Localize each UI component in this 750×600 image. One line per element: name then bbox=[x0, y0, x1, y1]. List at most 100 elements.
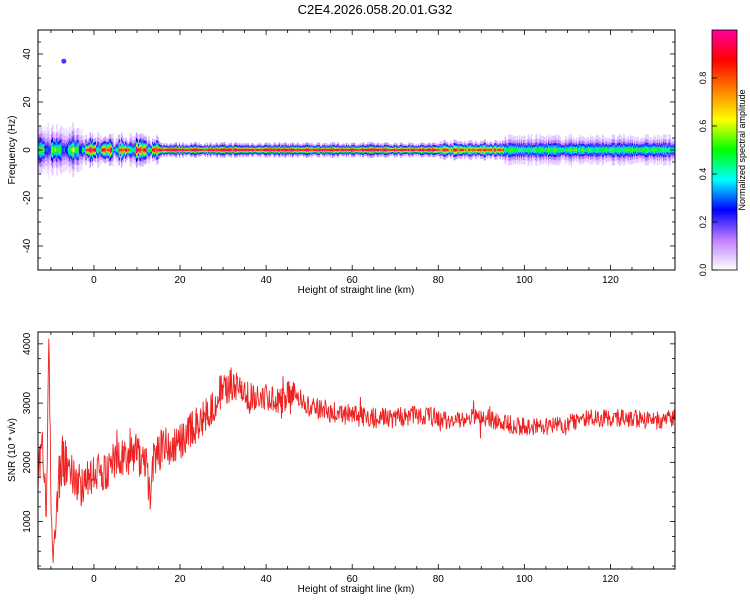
spectrogram-cell bbox=[113, 149, 115, 151]
spectrogram-cell bbox=[243, 149, 245, 151]
spectrogram-cell bbox=[385, 149, 387, 151]
spectrogram-cell bbox=[219, 149, 222, 151]
spectrogram-cell bbox=[421, 149, 423, 151]
spectrogram-cell bbox=[285, 149, 287, 151]
spectrogram-cell bbox=[99, 149, 101, 151]
spectrogram-cell bbox=[631, 148, 634, 152]
spectrogram-cell bbox=[70, 148, 72, 152]
spectrogram-cell bbox=[119, 149, 122, 151]
spectrogram-cell bbox=[173, 149, 175, 151]
spectrogram-cell bbox=[116, 148, 118, 152]
spectrogram-cell bbox=[85, 148, 87, 152]
spectrogram-cell bbox=[375, 149, 378, 151]
spectrogram-cell bbox=[197, 149, 199, 151]
spectrogram-cell bbox=[129, 148, 131, 152]
spectrogram-cell bbox=[430, 149, 433, 151]
spectrogram-cell bbox=[312, 149, 314, 151]
spectrogram-cell bbox=[138, 149, 140, 151]
spectrogram-cell bbox=[470, 149, 472, 151]
spectrogram-cell bbox=[274, 149, 277, 151]
spectrogram-cell bbox=[305, 149, 308, 151]
spectrogram-cell bbox=[426, 149, 428, 151]
spectrogram-cell bbox=[235, 149, 238, 151]
spectrogram-cell bbox=[374, 149, 377, 151]
x-tick-label: 100 bbox=[516, 275, 533, 286]
spectrogram-cell bbox=[340, 149, 342, 151]
spectrogram-cell bbox=[555, 148, 557, 152]
spectrogram-cell bbox=[551, 148, 553, 152]
spectrogram-cell bbox=[608, 148, 610, 152]
spectrogram-cell bbox=[398, 149, 400, 151]
spectrogram-cell bbox=[615, 148, 618, 152]
spectrogram-cell bbox=[120, 148, 123, 152]
spectrogram-cell bbox=[667, 148, 669, 152]
spectrogram-cell bbox=[439, 149, 441, 151]
spectrogram-cell bbox=[369, 149, 371, 151]
spectrogram-cell bbox=[666, 148, 668, 152]
spectrogram-cell bbox=[568, 148, 570, 152]
spectrogram-image bbox=[38, 58, 675, 178]
spectrogram-cell bbox=[209, 149, 211, 151]
spectrogram-cell bbox=[225, 149, 227, 151]
spectrogram-cell bbox=[522, 149, 524, 151]
spectrogram-cell bbox=[427, 149, 429, 151]
spectrogram-cell bbox=[124, 149, 126, 151]
spectrogram-cell bbox=[518, 148, 521, 152]
spectrogram-cell bbox=[620, 148, 622, 152]
spectrogram-cell bbox=[525, 149, 527, 151]
spectrogram-cell bbox=[240, 149, 242, 151]
spectrogram-cell bbox=[449, 149, 451, 151]
spectrogram-cell bbox=[345, 149, 348, 151]
spectrogram-cell bbox=[57, 148, 59, 152]
spectrogram-cell bbox=[180, 149, 182, 151]
spectrogram-cell bbox=[336, 149, 338, 151]
spectrogram-cell bbox=[423, 149, 425, 151]
spectrogram-cell bbox=[567, 148, 569, 152]
spectrogram-cell bbox=[106, 148, 109, 152]
spectrogram-cell bbox=[619, 148, 621, 152]
spectrogram-cell bbox=[118, 148, 121, 152]
spectrogram-cell bbox=[104, 148, 107, 152]
spectrogram-cell bbox=[157, 148, 159, 152]
spectrogram-cell bbox=[226, 149, 228, 151]
spectrogram-cell bbox=[133, 148, 136, 152]
spectrogram-cell bbox=[639, 148, 641, 152]
spectrogram-cell bbox=[558, 148, 561, 152]
spectrogram-cell bbox=[371, 149, 373, 151]
spectrogram-cell bbox=[344, 149, 347, 151]
spectrogram-cell bbox=[388, 149, 391, 151]
spectrogram-cell bbox=[494, 149, 496, 151]
spectrogram-cell bbox=[440, 149, 442, 151]
spectrogram-cell bbox=[663, 148, 665, 152]
spectrogram-cell bbox=[189, 149, 192, 151]
spectrogram-cell bbox=[503, 148, 506, 152]
spectrogram-cell bbox=[103, 148, 106, 152]
spectrogram-cell bbox=[538, 148, 540, 152]
spectrogram-cell bbox=[595, 148, 597, 152]
spectrogram-cell bbox=[457, 149, 460, 151]
spectrogram-cell bbox=[626, 148, 628, 152]
spectrogram-cell bbox=[58, 148, 60, 152]
spectrogram-cell bbox=[650, 148, 652, 152]
spectrogram-cell bbox=[386, 149, 389, 151]
spectrogram-cell bbox=[512, 148, 514, 152]
spectrogram-cell bbox=[314, 149, 316, 151]
spectrogram-cell bbox=[152, 148, 154, 152]
spectrogram-cell bbox=[452, 149, 454, 151]
spectrogram-cell bbox=[435, 149, 437, 151]
spectrogram-cell bbox=[563, 149, 565, 151]
spectrogram-cell bbox=[468, 149, 470, 151]
spectrogram-cell bbox=[127, 149, 129, 151]
spectrogram-cell bbox=[627, 148, 630, 152]
spectrogram-cell bbox=[606, 148, 608, 152]
spectrogram-cell bbox=[121, 148, 124, 152]
spectrogram-cell bbox=[248, 149, 251, 151]
spectrogram-cell bbox=[239, 149, 241, 151]
spectrogram-cell bbox=[443, 149, 446, 151]
spectrogram-cell bbox=[64, 148, 67, 152]
spectrogram-cell bbox=[364, 149, 366, 151]
spectrogram-cell bbox=[147, 148, 150, 152]
spectrogram-cell bbox=[399, 149, 401, 151]
spectrogram-axes: 0 20 40 60 80 100 120 -40 -20 0 20 40 bbox=[22, 29, 676, 286]
spectrogram-cell bbox=[368, 149, 370, 151]
